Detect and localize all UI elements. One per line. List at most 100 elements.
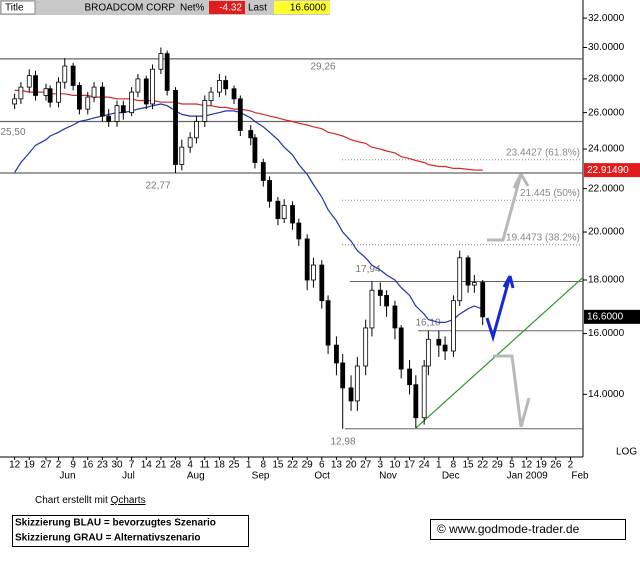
x-tick-label: 25 <box>228 460 240 471</box>
candle-body <box>354 365 360 402</box>
candle-body <box>425 338 431 367</box>
x-tick-label: 16 <box>82 460 94 471</box>
last-cell <box>274 1 330 14</box>
x-tick-label: 2 <box>568 460 574 471</box>
candle-body <box>135 78 141 93</box>
month-label: Jul <box>122 471 135 482</box>
candle-body <box>471 282 477 286</box>
candle-body <box>150 68 155 105</box>
month-label: Dec <box>442 471 460 482</box>
x-tick-label: 8 <box>451 460 457 471</box>
x-tick-label: 24 <box>419 460 431 471</box>
y-tick-label: 14.0000 <box>588 389 625 400</box>
month-label: Aug <box>187 471 205 482</box>
candle-body <box>319 264 325 302</box>
x-tick-label: 14 <box>141 460 153 471</box>
copyright-box <box>430 519 626 540</box>
candle-body <box>194 121 199 139</box>
candle-body <box>223 80 229 90</box>
month-label: Jan 2009 <box>507 471 549 482</box>
y-tick-label: 20.0000 <box>588 227 625 238</box>
candle-body <box>369 289 375 329</box>
x-tick-label: 6 <box>319 460 325 471</box>
x-tick-label: 12 <box>9 460 21 471</box>
title-cell <box>0 0 36 15</box>
candle-body <box>457 257 463 302</box>
month-label: Feb <box>571 471 589 482</box>
candle-body <box>275 200 281 219</box>
level-label: 25,50 <box>0 127 25 138</box>
candle-body <box>173 90 178 165</box>
candle-body <box>114 105 120 122</box>
candle-body <box>281 205 287 219</box>
level-label: 29,26 <box>310 62 335 73</box>
month-label: Sep <box>252 471 270 482</box>
x-tick-label: 27 <box>360 460 372 471</box>
candle-body <box>267 180 272 202</box>
candle-body <box>340 362 346 389</box>
candle-body <box>325 300 331 346</box>
candle-body <box>77 85 82 110</box>
candle-body <box>91 86 97 98</box>
candle-body <box>217 80 222 93</box>
blue-arrowhead <box>502 275 515 289</box>
candle-body <box>158 53 164 70</box>
candle-body <box>106 115 112 122</box>
x-tick-label: 12 <box>521 460 533 471</box>
legend-gray: Skizzierung GRAU = Alternativszenario <box>15 533 201 544</box>
credit-link[interactable]: Qcharts <box>111 495 146 506</box>
x-tick-label: 29 <box>302 460 314 471</box>
net-label: Net% <box>180 3 205 14</box>
candle-body <box>392 305 398 329</box>
y-tick-label: 26.0000 <box>588 107 625 118</box>
title: BROADCOM CORP <box>84 3 175 14</box>
x-tick-label: 8 <box>261 460 267 471</box>
price-label-box <box>584 309 640 324</box>
candle-body <box>62 65 68 83</box>
y-tick-label: 32.0000 <box>588 13 625 24</box>
gray-arrowhead <box>519 397 531 428</box>
x-tick-label: 11 <box>200 460 211 471</box>
candle-body <box>43 88 49 96</box>
gray-scenario-up <box>487 173 523 242</box>
level-label: 12,98 <box>330 436 355 447</box>
fib-label: 21.445 (50%) <box>520 188 580 199</box>
x-tick-label: 9 <box>70 460 76 471</box>
credit-prefix: Chart erstellt mit <box>35 495 108 506</box>
candle-body <box>18 86 24 100</box>
fib-label: 23.4427 (61.8%) <box>506 147 580 158</box>
header-bg <box>0 0 330 15</box>
candle-body <box>465 257 471 286</box>
candle-body <box>442 344 448 352</box>
candle-body <box>231 88 237 100</box>
x-tick-label: 15 <box>463 460 475 471</box>
x-tick-label: 18 <box>214 460 226 471</box>
price-label-box <box>584 163 640 178</box>
candle-body <box>398 327 404 370</box>
candle-body <box>56 81 61 103</box>
blue-scenario <box>485 275 512 343</box>
copyright[interactable]: © www.godmode-trader.de <box>437 522 580 536</box>
net-cell <box>209 1 245 14</box>
x-tick-label: 23 <box>97 460 109 471</box>
candle-body <box>407 368 412 386</box>
x-tick-label: 20 <box>345 460 357 471</box>
price-label: 16.6000 <box>587 311 624 322</box>
candle-body <box>451 300 456 352</box>
candle-body <box>164 53 170 91</box>
candle-body <box>260 162 266 181</box>
candle-body <box>413 384 419 419</box>
candle-body <box>208 91 214 101</box>
y-tick-label: 22.0000 <box>588 183 625 194</box>
last-label: Last <box>248 3 267 14</box>
candle-body <box>421 365 427 419</box>
net-value: -4.32 <box>219 3 242 14</box>
candle-body <box>179 146 185 165</box>
x-tick-label: 1 <box>246 460 252 471</box>
candle-body <box>290 205 295 224</box>
x-tick-label: 13 <box>331 460 343 471</box>
trendline <box>415 277 584 429</box>
moving-average <box>14 103 483 323</box>
candle-body <box>70 65 76 86</box>
